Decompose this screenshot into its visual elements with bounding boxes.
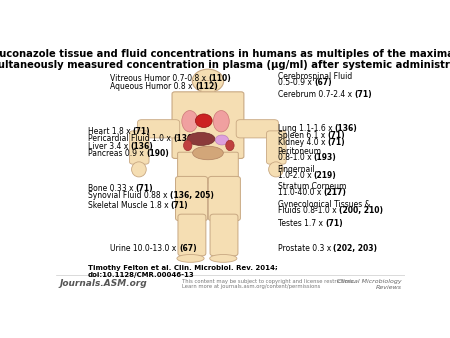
Text: (67): (67)	[179, 244, 197, 253]
Text: Skeletal Muscle 1.8 x: Skeletal Muscle 1.8 x	[88, 200, 171, 210]
Ellipse shape	[195, 114, 212, 127]
FancyBboxPatch shape	[138, 120, 180, 138]
Text: (71): (71)	[327, 131, 345, 140]
FancyBboxPatch shape	[201, 80, 215, 95]
Ellipse shape	[177, 255, 204, 262]
Ellipse shape	[269, 162, 284, 177]
Ellipse shape	[213, 111, 229, 132]
Text: (217): (217)	[324, 188, 347, 196]
Text: 0.5-0.9 x: 0.5-0.9 x	[278, 78, 314, 87]
Ellipse shape	[193, 146, 223, 160]
Text: Vitreous Humor 0.7-0.8 x: Vitreous Humor 0.7-0.8 x	[110, 74, 209, 83]
Text: Journals.ASM.org: Journals.ASM.org	[60, 280, 148, 288]
FancyBboxPatch shape	[178, 214, 206, 256]
Text: (110): (110)	[209, 74, 232, 83]
Text: This content may be subject to copyright and license restrictions.
Learn more at: This content may be subject to copyright…	[182, 279, 356, 289]
Text: (136, 205): (136, 205)	[170, 191, 213, 200]
Text: Testes 1.7 x: Testes 1.7 x	[278, 219, 325, 228]
FancyBboxPatch shape	[178, 152, 238, 183]
Text: Spleen 6.1 x: Spleen 6.1 x	[278, 131, 327, 140]
Ellipse shape	[210, 255, 237, 262]
Text: 0.8-1.0 x: 0.8-1.0 x	[278, 153, 314, 162]
Text: Timothy Felton et al. Clin. Microbiol. Rev. 2014;
doi:10.1128/CMR.00046-13: Timothy Felton et al. Clin. Microbiol. R…	[88, 265, 277, 278]
Text: (112): (112)	[195, 81, 218, 91]
Text: Bone 0.33 x: Bone 0.33 x	[88, 185, 135, 193]
Text: Lung 1.1-1.6 x: Lung 1.1-1.6 x	[278, 124, 335, 133]
Text: Fluids 0.8-1.0 x: Fluids 0.8-1.0 x	[278, 206, 339, 215]
FancyBboxPatch shape	[236, 120, 279, 138]
Text: Peritoneum: Peritoneum	[278, 147, 322, 156]
Text: (219): (219)	[314, 171, 337, 179]
Ellipse shape	[184, 140, 192, 151]
Text: Urine 10.0-13.0 x: Urine 10.0-13.0 x	[110, 244, 179, 253]
Text: Cerebrum 0.7-2.4 x: Cerebrum 0.7-2.4 x	[278, 90, 354, 99]
Text: (200, 210): (200, 210)	[339, 206, 382, 215]
Text: Pancreas 0.9 x: Pancreas 0.9 x	[88, 149, 146, 158]
Ellipse shape	[187, 132, 215, 145]
Text: Kidney 4.0 x: Kidney 4.0 x	[278, 138, 328, 147]
Text: (202, 203): (202, 203)	[333, 244, 378, 253]
Text: (136): (136)	[173, 135, 196, 143]
Text: Pericardial Fluid 1.0 x: Pericardial Fluid 1.0 x	[88, 135, 173, 143]
Circle shape	[192, 69, 224, 93]
FancyBboxPatch shape	[266, 131, 286, 164]
Text: Gynecological Tissues &: Gynecological Tissues &	[278, 200, 370, 209]
Text: Fluconazole tissue and fluid concentrations in humans as multiples of the maxima: Fluconazole tissue and fluid concentrati…	[0, 49, 450, 71]
Text: Cerebrospinal Fluid: Cerebrospinal Fluid	[278, 72, 352, 81]
Text: Liver 3.4 x: Liver 3.4 x	[88, 142, 130, 151]
Text: Stratum Corneum: Stratum Corneum	[278, 182, 346, 191]
Text: (193): (193)	[314, 153, 337, 162]
Ellipse shape	[215, 135, 229, 145]
Text: Aqueous Humor 0.8 x: Aqueous Humor 0.8 x	[110, 81, 195, 91]
Text: Fingernail: Fingernail	[278, 165, 315, 174]
Text: (136): (136)	[130, 142, 153, 151]
Text: Heart 1.8 x: Heart 1.8 x	[88, 127, 133, 136]
Text: (136): (136)	[335, 124, 357, 133]
Text: (71): (71)	[135, 185, 153, 193]
FancyBboxPatch shape	[210, 214, 238, 256]
Text: 1.0-2.0 x: 1.0-2.0 x	[278, 171, 314, 179]
Ellipse shape	[182, 111, 198, 132]
Text: (190): (190)	[146, 149, 169, 158]
Text: (71): (71)	[354, 90, 372, 99]
FancyBboxPatch shape	[130, 131, 149, 164]
FancyBboxPatch shape	[176, 176, 207, 221]
FancyBboxPatch shape	[172, 92, 244, 159]
Text: (67): (67)	[314, 78, 332, 87]
Text: Synovial Fluid 0.88 x: Synovial Fluid 0.88 x	[88, 191, 170, 200]
Ellipse shape	[226, 140, 234, 151]
Ellipse shape	[131, 162, 146, 177]
Text: (71): (71)	[171, 200, 188, 210]
Text: Clinical Microbiology
Reviews: Clinical Microbiology Reviews	[337, 279, 401, 290]
Text: (71): (71)	[328, 138, 345, 147]
Text: 11.0-40.0 x: 11.0-40.0 x	[278, 188, 324, 196]
Text: Prostate 0.3 x: Prostate 0.3 x	[278, 244, 333, 253]
Text: (71): (71)	[325, 219, 343, 228]
FancyBboxPatch shape	[208, 176, 240, 221]
Text: (71): (71)	[133, 127, 150, 136]
